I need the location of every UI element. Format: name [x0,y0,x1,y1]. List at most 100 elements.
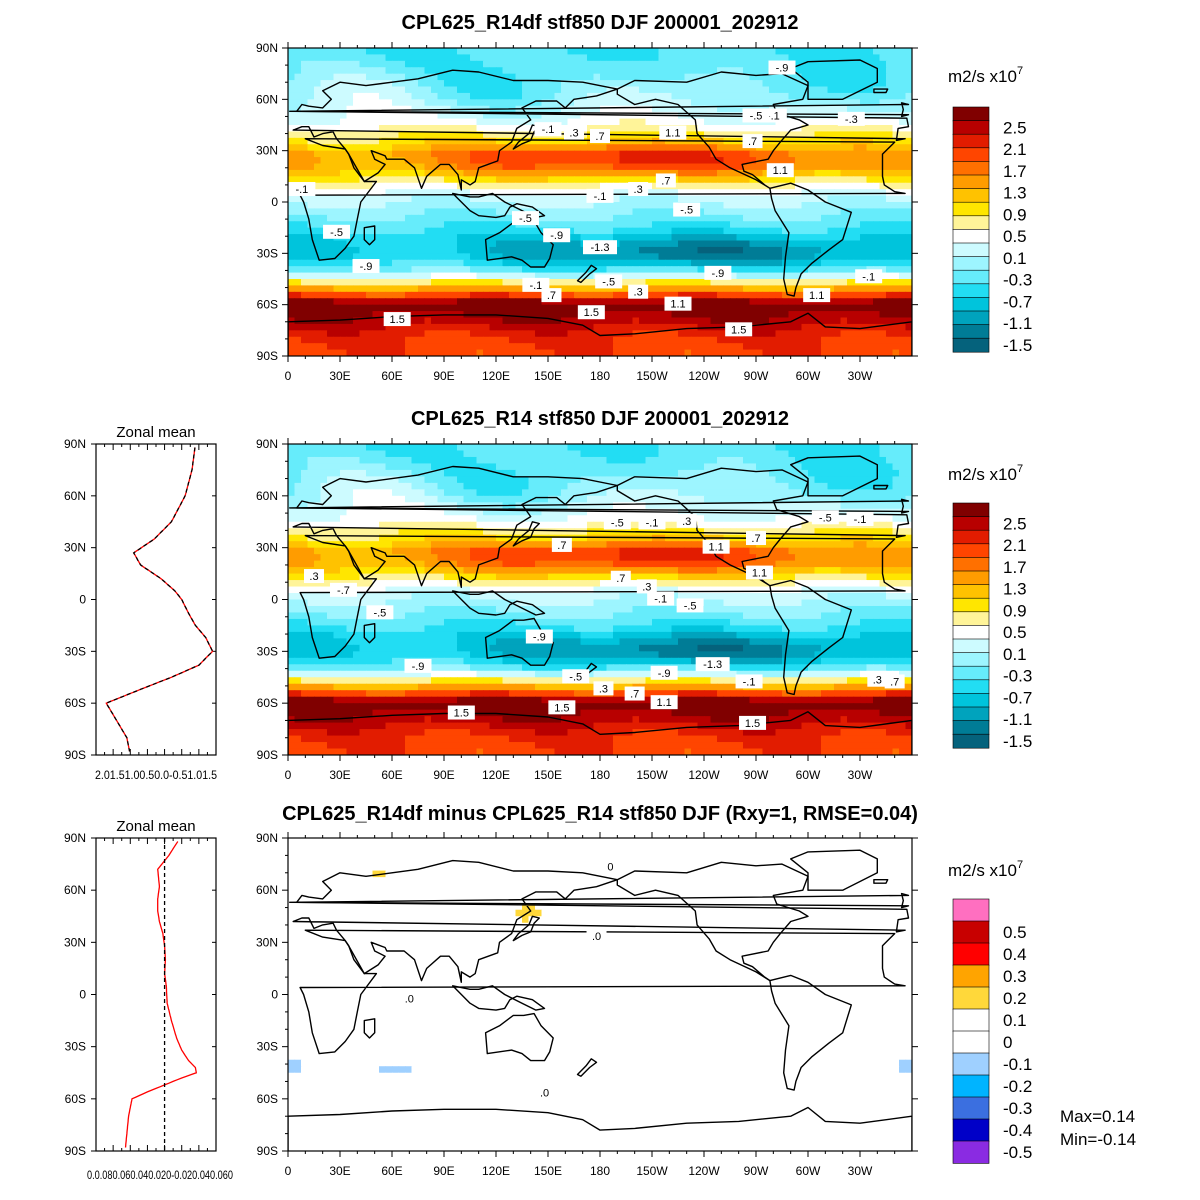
field-cell [600,176,608,184]
field-cell [398,450,406,458]
panel-top: CPL625_R14df stf850 DJF 200001_202912 -.… [256,12,1032,383]
field-cell [554,240,562,248]
field-cell [288,291,296,299]
field-cell [814,208,822,216]
field-cell [840,99,848,107]
field-cell [535,157,543,165]
field-cell [346,285,354,293]
field-cell [340,259,348,267]
field-cell [288,105,296,113]
field-cell [366,163,374,171]
field-cell [665,169,673,177]
field-cell [522,163,530,171]
field-cell [710,317,718,325]
field-cell [405,48,413,56]
field-cell [905,330,912,338]
field-cell [366,189,374,197]
panel-middle-title: CPL625_R14 stf850 DJF 200001_202912 [411,408,789,430]
field-cell [632,227,640,235]
field-cell [463,202,471,210]
field-cell [782,291,790,299]
field-cell [671,259,679,267]
field-cell [795,163,803,171]
field-cell [398,285,406,293]
field-cell [353,48,361,56]
field-cell [450,272,458,280]
field-cell [314,80,322,88]
field-cell [834,118,842,126]
field-cell [606,54,614,62]
field-cell [398,163,406,171]
field-cell [450,214,458,222]
field-cell [775,144,783,152]
field-cell [645,317,653,325]
field-cell [496,54,504,62]
field-cell [359,92,367,100]
field-cell [749,343,757,351]
contour-label-box [742,134,763,149]
field-cell [632,86,640,94]
field-cell [691,67,699,75]
field-cell [574,137,582,145]
field-cell [788,298,796,306]
lon-tick-label: 150E [534,369,562,383]
field-cell [814,336,822,344]
field-cell [606,253,614,261]
field-cell [509,48,517,56]
field-cell [307,73,315,81]
map-middle [288,444,912,755]
field-cell [509,298,517,306]
field-cell [327,86,335,94]
field-cell [450,298,458,306]
field-cell [288,48,296,56]
field-cell [749,99,757,107]
field-cell [691,54,699,62]
colorbar-cell [952,133,990,149]
field-cell [489,112,497,120]
field-cell [899,125,907,133]
field-cell [710,163,718,171]
field-cell [424,291,432,299]
colorbar-cell [952,337,990,353]
field-cell [522,73,530,81]
field-cell [535,137,543,145]
field-cell [619,323,627,331]
field-cell [431,246,439,254]
field-cell [704,54,712,62]
field-cell [509,227,517,235]
field-cell [717,208,725,216]
field-cell [613,259,621,267]
field-cell [678,176,686,184]
field-cell [554,118,562,126]
field-cell [431,272,439,280]
field-cell [736,92,744,100]
field-cell [697,125,705,133]
field-cell [301,330,309,338]
field-cell [788,214,796,222]
field-cell [444,92,452,100]
field-cell [561,272,569,280]
field-cell [392,336,400,344]
field-cell [528,349,536,356]
field-cell [411,195,419,203]
field-cell [788,330,796,338]
field-cell [431,450,439,458]
field-cell [587,336,595,344]
contour-label-box [288,182,316,197]
field-cell [749,298,757,306]
field-cell [418,92,426,100]
field-cell [470,99,478,107]
field-cell [840,157,848,165]
field-cell [437,144,445,152]
field-cell [535,234,543,242]
field-cell [827,291,835,299]
field-cell [619,169,627,177]
field-cell [821,234,829,242]
lon-tick-label: 150W [636,369,668,383]
field-cell [736,67,744,75]
field-cell [548,67,556,75]
field-cell [333,86,341,94]
field-cell [288,169,296,177]
field-cell [697,144,705,152]
field-cell [320,125,328,133]
